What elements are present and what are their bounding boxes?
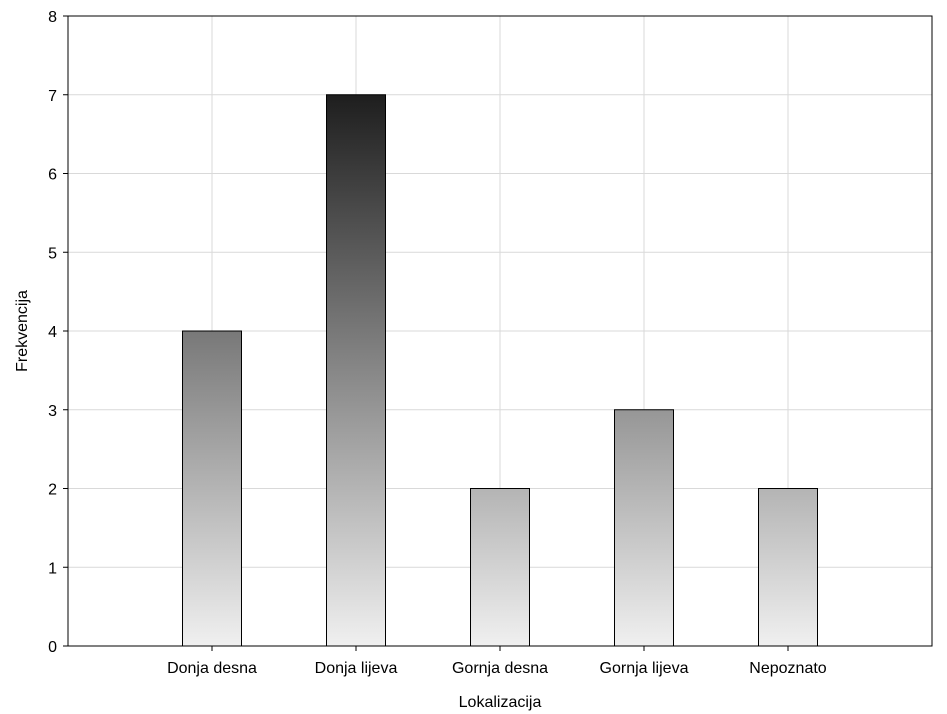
y-axis-title: Frekvencija bbox=[14, 290, 31, 372]
bars bbox=[182, 94, 818, 647]
y-tick-label: 0 bbox=[48, 639, 57, 656]
x-tick-label: Donja lijeva bbox=[315, 660, 398, 677]
x-tick-label: Donja desna bbox=[167, 660, 257, 677]
bar-gornja-lijeva bbox=[614, 409, 674, 647]
bar-donja-desna bbox=[182, 330, 242, 647]
y-tick-label: 1 bbox=[48, 560, 57, 577]
y-tick-label: 3 bbox=[48, 403, 57, 420]
tick-labels: 0 1 2 3 4 5 6 7 8 Donja desna Donja lijeva Gornja d… bbox=[48, 9, 827, 677]
bar-donja-lijeva bbox=[326, 94, 386, 647]
bar-gornja-desna bbox=[470, 488, 530, 647]
x-tick-label: Gornja desna bbox=[452, 660, 548, 677]
x-axis-title: Lokalizacija bbox=[459, 694, 542, 711]
y-tick-label: 2 bbox=[48, 482, 57, 499]
y-tick-label: 4 bbox=[48, 324, 57, 341]
x-tick-label: Nepoznato bbox=[749, 660, 826, 677]
x-tick-label: Gornja lijeva bbox=[600, 660, 689, 677]
bar-nepoznato bbox=[758, 488, 818, 647]
axes bbox=[63, 15, 933, 651]
y-tick-label: 6 bbox=[48, 167, 57, 184]
y-tick-label: 8 bbox=[48, 9, 57, 26]
y-tick-label: 5 bbox=[48, 245, 57, 262]
y-tick-label: 7 bbox=[48, 88, 57, 105]
